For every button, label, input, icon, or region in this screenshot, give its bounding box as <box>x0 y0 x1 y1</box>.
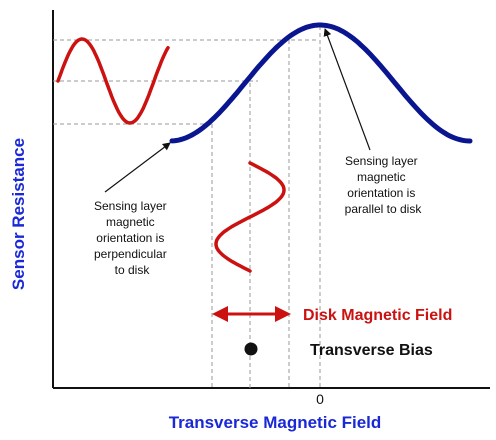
legend-disk-field: Disk Magnetic Field <box>303 307 452 324</box>
perpendicular-pointer-arrow <box>104 142 171 193</box>
annotation-perpendicular-line: magnetic <box>106 215 155 229</box>
parallel-pointer-arrow <box>323 28 371 151</box>
annotation-perpendicular-line: Sensing layer <box>94 199 167 213</box>
legend-transverse-bias: Transverse Bias <box>310 342 433 359</box>
annotation-perpendicular: Sensing layer magnetic orientation is pe… <box>94 199 170 277</box>
annotation-perpendicular-line: orientation is <box>96 231 164 245</box>
annotation-parallel-line: parallel to disk <box>345 202 423 216</box>
annotation-parallel-line: Sensing layer <box>345 154 418 168</box>
disk-field-double-arrow <box>212 306 291 322</box>
annotation-perpendicular-line: perpendicular <box>94 247 167 261</box>
x-axis-label: Transverse Magnetic Field <box>169 413 382 432</box>
y-axis-label: Sensor Resistance <box>9 138 28 290</box>
disk-field-wave <box>214 161 286 273</box>
annotation-parallel: Sensing layer magnetic orientation is pa… <box>345 154 423 216</box>
output-signal-wave <box>56 37 170 125</box>
x-axis-zero-tick: 0 <box>316 391 324 407</box>
annotation-parallel-line: orientation is <box>347 186 415 200</box>
bias-point-dot <box>244 342 258 356</box>
resistance-curve <box>169 22 473 144</box>
annotation-parallel-line: magnetic <box>357 170 406 184</box>
annotation-perpendicular-line: to disk <box>115 263 151 277</box>
